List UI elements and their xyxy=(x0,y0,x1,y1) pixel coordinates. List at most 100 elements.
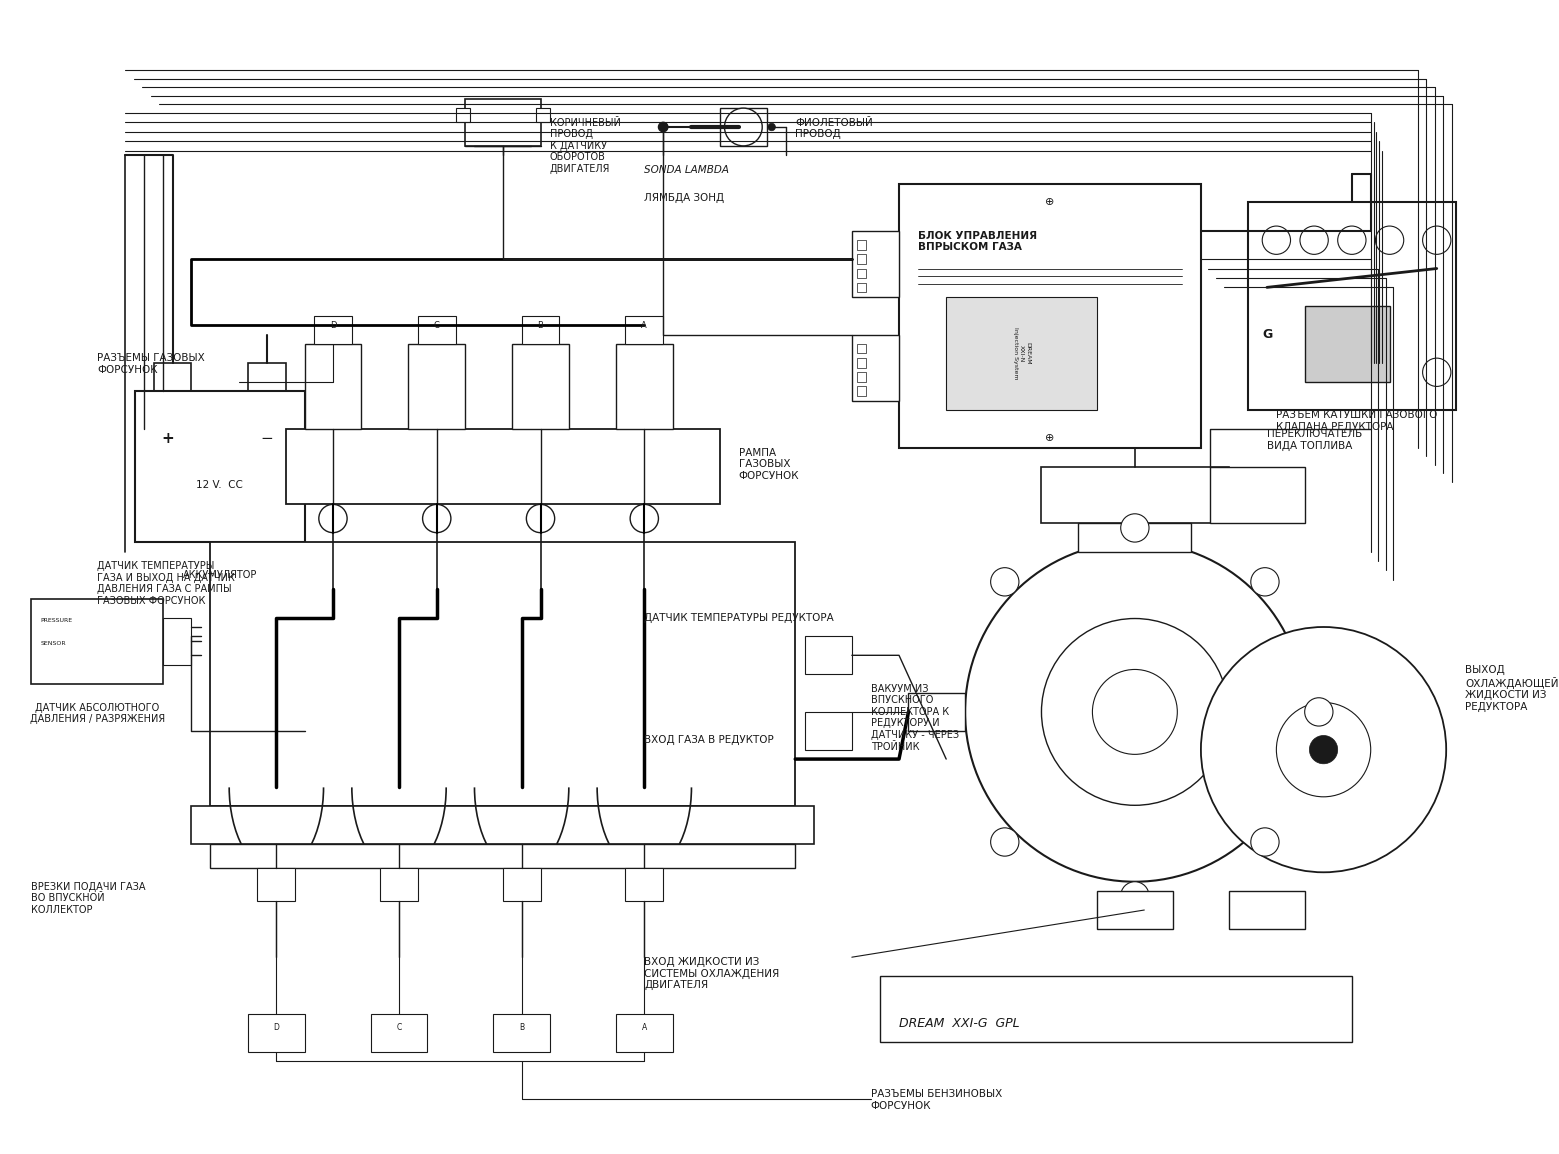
Text: РАМПА
ГАЗОВЫХ
ФОРСУНОК: РАМПА ГАЗОВЫХ ФОРСУНОК xyxy=(739,448,800,481)
Text: БЛОК УПРАВЛЕНИЯ
ВПРЫСКОМ ГАЗА: БЛОК УПРАВЛЕНИЯ ВПРЫСКОМ ГАЗА xyxy=(918,231,1037,253)
Text: A: A xyxy=(642,1024,647,1033)
Text: РАЗЪЕМ КАТУШКИ ГАЗОВОГО
КЛАПАНА РЕДУКТОРА: РАЗЪЕМ КАТУШКИ ГАЗОВОГО КЛАПАНА РЕДУКТОР… xyxy=(1277,410,1437,432)
Text: ВХОД ГАЗА В РЕДУКТОР: ВХОД ГАЗА В РЕДУКТОР xyxy=(644,735,775,745)
FancyBboxPatch shape xyxy=(285,429,720,504)
FancyBboxPatch shape xyxy=(851,231,900,297)
FancyBboxPatch shape xyxy=(1098,891,1172,929)
Circle shape xyxy=(1277,703,1370,796)
FancyBboxPatch shape xyxy=(1305,306,1389,382)
FancyBboxPatch shape xyxy=(313,316,352,344)
Text: ДАТЧИК ТЕМПЕРАТУРЫ
ГАЗА И ВЫХОД НА ДАТЧИК
ДАВЛЕНИЯ ГАЗА С РАМПЫ
ГАЗОВЫХ ФОРСУНОК: ДАТЧИК ТЕМПЕРАТУРЫ ГАЗА И ВЫХОД НА ДАТЧИ… xyxy=(97,561,235,606)
Text: SONDA LAMBDA: SONDA LAMBDA xyxy=(644,165,730,174)
Text: DREAM
XXI-N
Injection System: DREAM XXI-N Injection System xyxy=(1013,328,1030,380)
FancyBboxPatch shape xyxy=(3,32,1473,1122)
Text: АККУМУЛЯТОР: АККУМУЛЯТОР xyxy=(182,570,257,580)
Text: ПЕРЕКЛЮЧАТЕЛЬ
ВИДА ТОПЛИВА: ПЕРЕКЛЮЧАТЕЛЬ ВИДА ТОПЛИВА xyxy=(1267,429,1363,450)
Text: ВРЕЗКИ ПОДАЧИ ГАЗА
ВО ВПУСКНОЙ
КОЛЛЕКТОР: ВРЕЗКИ ПОДАЧИ ГАЗА ВО ВПУСКНОЙ КОЛЛЕКТОР xyxy=(31,882,145,915)
Circle shape xyxy=(320,504,348,533)
Text: C: C xyxy=(433,321,440,330)
FancyBboxPatch shape xyxy=(513,344,569,429)
Text: DREAM  XXI-G  GPL: DREAM XXI-G GPL xyxy=(900,1017,1020,1029)
FancyBboxPatch shape xyxy=(804,712,851,750)
Text: 12 V.  CC: 12 V. CC xyxy=(196,480,243,490)
Text: ЛЯМБДА ЗОНД: ЛЯМБДА ЗОНД xyxy=(644,193,725,203)
FancyBboxPatch shape xyxy=(625,316,663,344)
Circle shape xyxy=(1121,882,1149,911)
Text: G: G xyxy=(1263,328,1272,342)
FancyBboxPatch shape xyxy=(625,868,663,900)
Circle shape xyxy=(1310,735,1338,764)
FancyBboxPatch shape xyxy=(493,1014,550,1051)
FancyBboxPatch shape xyxy=(856,240,865,249)
FancyBboxPatch shape xyxy=(856,269,865,278)
Circle shape xyxy=(990,827,1020,856)
Circle shape xyxy=(527,504,555,533)
FancyBboxPatch shape xyxy=(304,344,362,429)
FancyBboxPatch shape xyxy=(371,1014,427,1051)
FancyBboxPatch shape xyxy=(455,108,469,122)
FancyBboxPatch shape xyxy=(210,542,795,807)
FancyBboxPatch shape xyxy=(616,1014,672,1051)
Text: +: + xyxy=(162,430,175,445)
Text: ⊕: ⊕ xyxy=(1045,197,1054,208)
FancyBboxPatch shape xyxy=(1249,202,1456,410)
Circle shape xyxy=(1423,358,1451,387)
FancyBboxPatch shape xyxy=(856,283,865,292)
FancyBboxPatch shape xyxy=(536,108,550,122)
FancyBboxPatch shape xyxy=(465,99,541,145)
FancyBboxPatch shape xyxy=(248,362,285,391)
FancyBboxPatch shape xyxy=(900,183,1200,448)
Text: SENSOR: SENSOR xyxy=(41,642,65,646)
Text: ДАТЧИК ТЕМПЕРАТУРЫ РЕДУКТОРА: ДАТЧИК ТЕМПЕРАТУРЫ РЕДУКТОРА xyxy=(644,613,834,622)
FancyBboxPatch shape xyxy=(909,694,965,730)
Text: ФИОЛЕТОВЫЙ
ПРОВОД: ФИОЛЕТОВЫЙ ПРОВОД xyxy=(795,118,873,140)
Text: КОРИЧНЕВЫЙ
ПРОВОД
К ДАТЧИКУ
ОБОРОТОВ
ДВИГАТЕЛЯ: КОРИЧНЕВЫЙ ПРОВОД К ДАТЧИКУ ОБОРОТОВ ДВИ… xyxy=(550,118,620,174)
Circle shape xyxy=(1300,226,1328,254)
Text: PRESSURE: PRESSURE xyxy=(41,617,73,622)
Circle shape xyxy=(630,504,658,533)
Circle shape xyxy=(1250,568,1278,595)
FancyBboxPatch shape xyxy=(1228,891,1305,929)
Text: −: − xyxy=(260,430,273,445)
FancyBboxPatch shape xyxy=(881,976,1352,1042)
Text: ДАТЧИК АБСОЛЮТНОГО
ДАВЛЕНИЯ / РАЗРЯЖЕНИЯ: ДАТЧИК АБСОЛЮТНОГО ДАВЛЕНИЯ / РАЗРЯЖЕНИЯ xyxy=(30,703,165,725)
FancyBboxPatch shape xyxy=(856,344,865,353)
FancyBboxPatch shape xyxy=(257,868,295,900)
FancyBboxPatch shape xyxy=(192,807,814,844)
FancyBboxPatch shape xyxy=(856,254,865,264)
FancyBboxPatch shape xyxy=(408,344,465,429)
Text: B: B xyxy=(519,1024,524,1033)
FancyBboxPatch shape xyxy=(616,344,672,429)
Text: C: C xyxy=(396,1024,402,1033)
Text: D: D xyxy=(329,321,337,330)
Circle shape xyxy=(1305,698,1333,726)
Circle shape xyxy=(1250,827,1278,856)
Circle shape xyxy=(990,568,1020,595)
FancyBboxPatch shape xyxy=(154,362,192,391)
Circle shape xyxy=(658,122,667,132)
FancyBboxPatch shape xyxy=(946,297,1098,410)
Text: A: A xyxy=(641,321,647,330)
FancyBboxPatch shape xyxy=(380,868,418,900)
Text: РАЗЪЕМЫ БЕНЗИНОВЫХ
ФОРСУНОК: РАЗЪЕМЫ БЕНЗИНОВЫХ ФОРСУНОК xyxy=(871,1089,1002,1111)
Circle shape xyxy=(769,123,775,130)
Circle shape xyxy=(1423,226,1451,254)
Circle shape xyxy=(1121,514,1149,542)
Circle shape xyxy=(937,698,965,726)
FancyBboxPatch shape xyxy=(856,387,865,396)
Text: ⊕: ⊕ xyxy=(1045,433,1054,443)
FancyBboxPatch shape xyxy=(210,844,795,868)
FancyBboxPatch shape xyxy=(856,358,865,368)
FancyBboxPatch shape xyxy=(31,599,164,683)
FancyBboxPatch shape xyxy=(720,108,767,145)
FancyBboxPatch shape xyxy=(504,868,541,900)
FancyBboxPatch shape xyxy=(1079,523,1191,552)
Circle shape xyxy=(965,542,1305,882)
Text: D: D xyxy=(273,1024,279,1033)
FancyBboxPatch shape xyxy=(164,617,192,665)
Circle shape xyxy=(1375,226,1403,254)
FancyBboxPatch shape xyxy=(856,373,865,382)
FancyBboxPatch shape xyxy=(136,391,304,542)
Circle shape xyxy=(1041,619,1228,805)
Circle shape xyxy=(725,108,762,145)
